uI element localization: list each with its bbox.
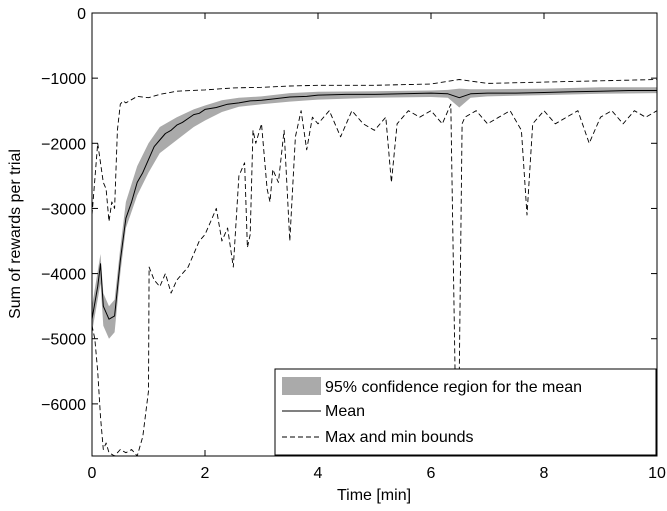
legend-swatch-confidence xyxy=(282,377,321,395)
x-axis-label: Time [min] xyxy=(337,487,411,504)
x-tick-label: 10 xyxy=(648,465,666,482)
series-max-bound-line xyxy=(92,79,657,222)
plot-layer xyxy=(92,79,657,456)
x-tick-label: 6 xyxy=(427,465,436,482)
legend-label-mean: Mean xyxy=(325,403,365,420)
x-tick-label: 0 xyxy=(88,465,97,482)
series-min-bound-line xyxy=(92,103,657,456)
x-tick-label: 4 xyxy=(314,465,323,482)
legend-box xyxy=(274,368,657,456)
y-axis-label: Sum of rewards per trial xyxy=(7,149,24,319)
legend-label-bounds: Max and min bounds xyxy=(325,429,474,446)
x-tick-label: 2 xyxy=(201,465,210,482)
legend-label-confidence: 95% confidence region for the mean xyxy=(325,379,582,396)
y-tick-label: 0 xyxy=(77,6,86,23)
ticks-layer: 0 2 4 6 8 10 0 −1000 −2000 −3000 −4000 −5000 −6000 xyxy=(41,6,666,482)
series-mean-line xyxy=(92,90,657,320)
y-tick-label: −5000 xyxy=(41,332,86,349)
x-tick-label: 8 xyxy=(540,465,549,482)
y-tick-label: −2000 xyxy=(41,136,86,153)
y-tick-label: −1000 xyxy=(41,71,86,88)
y-tick-label: −4000 xyxy=(41,267,86,284)
y-tick-label: −3000 xyxy=(41,201,86,218)
legend: 95% confidence region for the mean Mean … xyxy=(274,368,657,456)
axes-frame xyxy=(91,12,658,457)
y-tick-label: −6000 xyxy=(41,397,86,414)
